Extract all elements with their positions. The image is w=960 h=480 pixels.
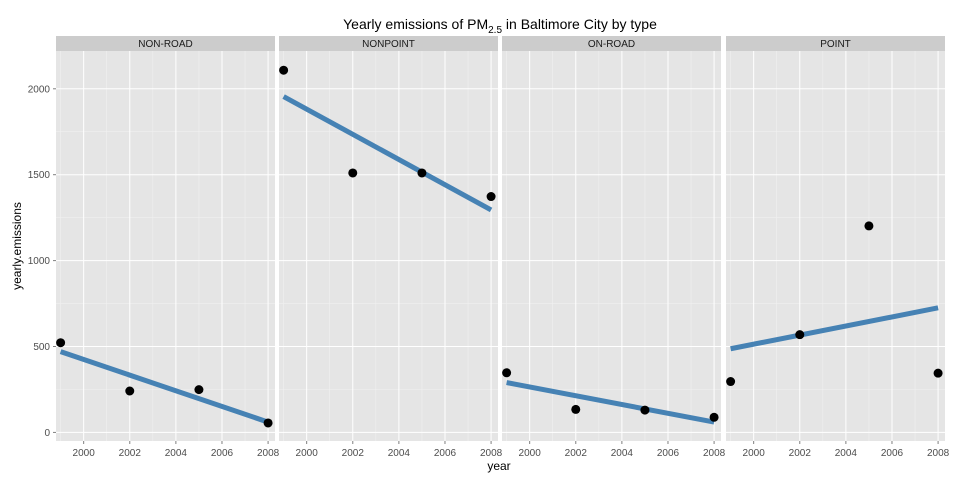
fit-line <box>59 349 269 425</box>
facet-strip <box>502 36 721 51</box>
x-tick-label: 2004 <box>835 448 858 459</box>
x-tick-label: 2000 <box>519 448 542 459</box>
facet-panels: NON-ROAD 2000 2002 2004 2006 2008 NONPOINT 2000… <box>56 36 950 459</box>
data-point <box>726 377 736 387</box>
x-tick-label: 2006 <box>211 448 234 459</box>
facet-strip <box>279 36 498 51</box>
data-point <box>502 368 512 378</box>
x-tick-label: 2008 <box>703 448 726 459</box>
data-point <box>571 404 581 414</box>
facet-panel-nonpoint: NONPOINT 2000 2002 2004 2006 2008 <box>279 36 503 459</box>
data-point <box>933 368 943 378</box>
panel-background <box>726 51 945 441</box>
x-tick-label: 2004 <box>165 448 188 459</box>
chart-title: Yearly emissions of PM2.5 in Baltimore C… <box>343 16 657 36</box>
facet-strip-label: NONPOINT <box>362 39 415 50</box>
data-point <box>194 385 204 395</box>
data-point <box>348 168 358 178</box>
data-point <box>864 221 874 231</box>
facet-strip-label: NON-ROAD <box>138 39 192 50</box>
x-tick-label: 2000 <box>743 448 766 459</box>
chart-title-prefix: Yearly emissions of PM <box>343 16 488 32</box>
x-tick-label: 2002 <box>565 448 588 459</box>
facet-strip <box>726 36 945 51</box>
x-tick-label: 2004 <box>388 448 411 459</box>
x-tick-label: 2008 <box>480 448 503 459</box>
facet-panel-on-road: ON-ROAD 2000 2002 2004 2006 2008 <box>502 36 726 459</box>
data-point <box>263 418 273 428</box>
y-axis-label: yearly.emissions <box>10 202 24 290</box>
data-point <box>125 386 135 396</box>
x-tick-label: 2000 <box>296 448 319 459</box>
x-tick-label: 2002 <box>342 448 365 459</box>
y-tick-label: 2000 <box>28 84 51 95</box>
x-tick-label: 2006 <box>657 448 680 459</box>
fit-line <box>730 305 939 352</box>
y-tick-label: 1500 <box>28 170 51 181</box>
data-point <box>709 412 719 422</box>
facet-panel-point: POINT 2000 2002 2004 2006 2008 <box>726 36 950 459</box>
data-point <box>417 168 427 178</box>
y-tick-label: 0 <box>44 428 50 439</box>
facet-strip-label: ON-ROAD <box>588 39 635 50</box>
x-tick-label: 2006 <box>881 448 904 459</box>
panel-background <box>502 51 721 441</box>
x-tick-label: 2002 <box>119 448 142 459</box>
data-point <box>486 192 496 202</box>
x-tick-label: 2002 <box>789 448 812 459</box>
data-point <box>640 405 650 415</box>
data-point <box>279 65 289 75</box>
y-axis: 0 500 1000 1500 2000 <box>28 84 56 439</box>
x-tick-label: 2008 <box>257 448 280 459</box>
data-point <box>56 338 66 348</box>
x-tick-label: 2000 <box>73 448 96 459</box>
facet-panel-non-road: NON-ROAD 2000 2002 2004 2006 2008 <box>56 36 280 459</box>
chart-title-suffix: in Baltimore City by type <box>502 16 657 32</box>
y-tick-label: 500 <box>33 342 50 353</box>
facet-strip-label: POINT <box>820 39 851 50</box>
x-tick-label: 2008 <box>927 448 950 459</box>
x-tick-label: 2004 <box>611 448 634 459</box>
fit-line <box>506 380 715 425</box>
facet-strip <box>56 36 275 51</box>
panel-background <box>56 51 275 441</box>
x-tick-label: 2006 <box>434 448 457 459</box>
x-axis-label: year <box>487 459 510 473</box>
chart-title-subscript: 2.5 <box>488 25 502 36</box>
data-point <box>795 330 805 340</box>
y-tick-label: 1000 <box>28 256 51 267</box>
fit-line <box>282 94 493 213</box>
